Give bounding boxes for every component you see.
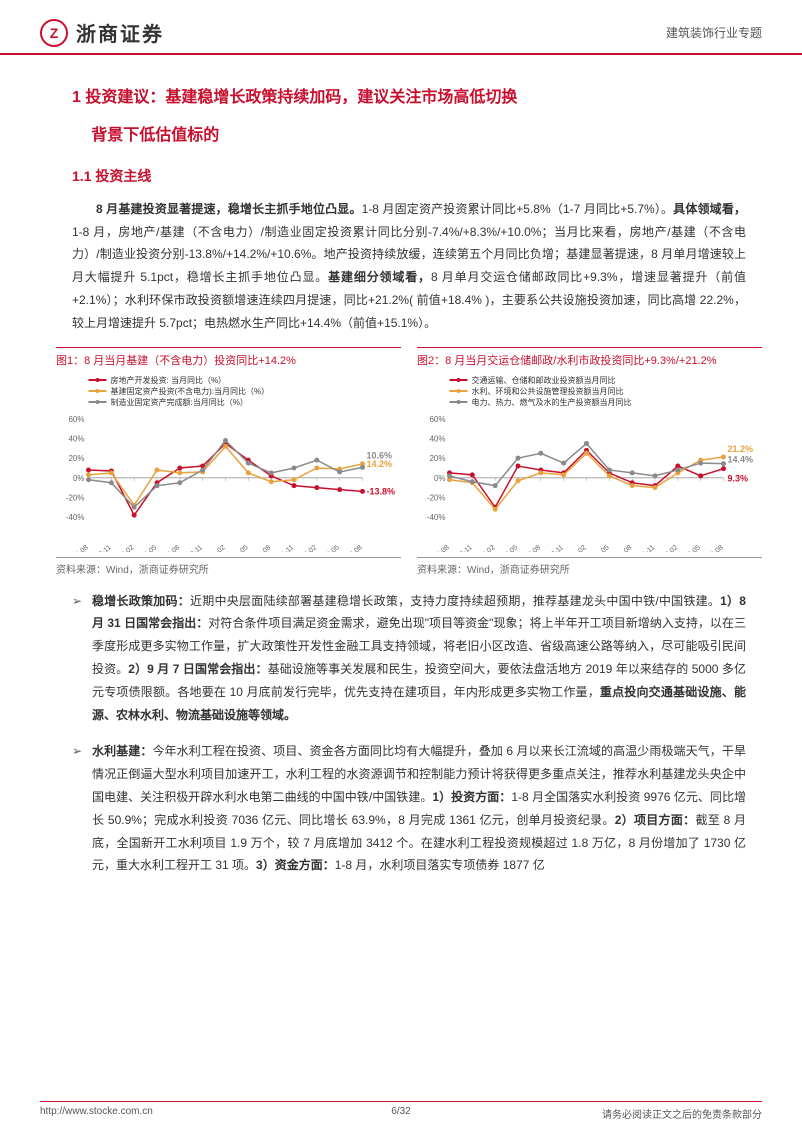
company-name: 浙商证券 [76, 18, 164, 47]
svg-text:2022-02: 2022-02 [655, 544, 679, 552]
svg-text:21.2%: 21.2% [728, 444, 754, 454]
svg-text:水利、环境和公共设施管理投资额当月同比: 水利、环境和公共设施管理投资额当月同比 [472, 386, 624, 396]
svg-text:20%: 20% [68, 454, 84, 463]
chart-1: 房地产开发投资: 当月同比（%）基建固定资产投资(不含电力):当月同比（%）制造… [56, 372, 401, 552]
svg-text:2022-08: 2022-08 [701, 544, 725, 552]
chart-1-box: 图1：8 月当月基建（不含电力）投资同比+14.2% 房地产开发投资: 当月同比… [56, 347, 401, 576]
page-number: 6/32 [391, 1106, 410, 1117]
svg-text:2022-08: 2022-08 [340, 544, 364, 552]
svg-text:14.4%: 14.4% [728, 454, 754, 464]
svg-text:2019-08: 2019-08 [66, 544, 90, 552]
report-topic: 建筑装饰行业专题 [666, 24, 762, 41]
b2-b2: 1）投资方面： [432, 790, 511, 804]
footer-disclaimer: 请务必阅读正文之后的免责条款部分 [602, 1106, 762, 1121]
para1-b2: 具体领域看， [673, 202, 746, 216]
chart-2-source: 资料来源：Wind，浙商证券研究所 [417, 557, 762, 576]
b2-lead: 水利基建： [92, 744, 152, 758]
b2-b3: 2）项目方面： [615, 813, 696, 827]
svg-text:2020-08: 2020-08 [518, 544, 542, 552]
page-footer: http://www.stocke.com.cn 6/32 请务必阅读正文之后的… [40, 1101, 762, 1121]
svg-text:-20%: -20% [66, 493, 85, 502]
chart-2-title: 图2：8 月当月交运仓储邮政/水利市政投资同比+9.3%/+21.2% [417, 347, 762, 368]
svg-text:2022-05: 2022-05 [317, 544, 341, 552]
b1-lead: 稳增长政策加码： [92, 594, 190, 608]
svg-text:2021-05: 2021-05 [586, 544, 610, 552]
para1-lead: 8 月基建投资显著提速，稳增长主抓手地位凸显。 [96, 202, 362, 216]
svg-text:-20%: -20% [427, 493, 446, 502]
svg-text:电力、热力、燃气及水的生产投资额当月同比: 电力、热力、燃气及水的生产投资额当月同比 [472, 397, 632, 407]
svg-text:2021-08: 2021-08 [609, 544, 633, 552]
svg-text:2020-11: 2020-11 [541, 544, 565, 552]
bullet-1: 稳增长政策加码：近期中央层面陆续部署基建稳增长政策，支持力度持续超预期，推荐基建… [72, 590, 746, 727]
svg-text:基建固定资产投资(不含电力):当月同比（%）: 基建固定资产投资(不含电力):当月同比（%） [111, 386, 270, 396]
svg-text:2019-08: 2019-08 [427, 544, 451, 552]
svg-text:40%: 40% [429, 434, 445, 443]
svg-text:10.6%: 10.6% [367, 450, 393, 460]
svg-text:40%: 40% [68, 434, 84, 443]
svg-text:2021-11: 2021-11 [272, 544, 296, 552]
svg-text:2019-11: 2019-11 [450, 544, 474, 552]
chart-2-box: 图2：8 月当月交运仓储邮政/水利市政投资同比+9.3%/+21.2% 交通运输… [417, 347, 762, 576]
chart-1-title: 图1：8 月当月基建（不含电力）投资同比+14.2% [56, 347, 401, 368]
svg-text:2020-11: 2020-11 [180, 544, 204, 552]
subsection-number: 1.1 [72, 168, 91, 184]
svg-text:2020-08: 2020-08 [157, 544, 181, 552]
svg-text:2022-02: 2022-02 [294, 544, 318, 552]
svg-text:2022-05: 2022-05 [678, 544, 702, 552]
logo-icon: Z [40, 19, 68, 47]
svg-text:2020-02: 2020-02 [111, 544, 135, 552]
svg-text:9.3%: 9.3% [728, 473, 749, 483]
para1-t1: 1-8 月固定资产投资累计同比+5.8%（1-7 月同比+5.7%）。 [362, 202, 674, 216]
svg-text:0%: 0% [73, 473, 85, 482]
svg-text:0%: 0% [434, 473, 446, 482]
svg-text:20%: 20% [429, 454, 445, 463]
b2-b4: 3）资金方面： [256, 858, 335, 872]
section-number: 1 [72, 89, 81, 106]
chart-2: 交通运输、仓储和邮政业投资额当月同比水利、环境和公共设施管理投资额当月同比电力、… [417, 372, 762, 552]
svg-text:2019-11: 2019-11 [89, 544, 113, 552]
section-1-1-heading: 1.1 投资主线 [72, 166, 746, 186]
svg-text:2020-02: 2020-02 [472, 544, 496, 552]
section-1-heading-l2: 背景下低估值标的 [72, 117, 746, 155]
svg-text:2021-08: 2021-08 [248, 544, 272, 552]
bullet-2: 水利基建：今年水利工程在投资、项目、资金各方面同比均有大幅提升，叠加 6 月以来… [72, 740, 746, 877]
page-content: 1 投资建议：基建稳增长政策持续加码，建议关注市场高低切换 背景下低估值标的 1… [0, 55, 802, 887]
svg-text:60%: 60% [68, 414, 84, 423]
section-1-heading: 1 投资建议：基建稳增长政策持续加码，建议关注市场高低切换 [72, 79, 746, 117]
section-title-l1: 投资建议：基建稳增长政策持续加码，建议关注市场高低切换 [85, 89, 517, 106]
svg-text:2020-05: 2020-05 [134, 544, 158, 552]
b1-b3: 2）9 月 7 日国常会指出： [128, 662, 267, 676]
svg-text:2021-02: 2021-02 [203, 544, 227, 552]
para1-b3: 基建细分领域看， [328, 270, 431, 284]
svg-text:60%: 60% [429, 414, 445, 423]
chart-row: 图1：8 月当月基建（不含电力）投资同比+14.2% 房地产开发投资: 当月同比… [56, 347, 762, 576]
svg-text:制造业固定资产完成额:当月同比（%）: 制造业固定资产完成额:当月同比（%） [111, 397, 248, 407]
svg-text:-13.8%: -13.8% [367, 486, 396, 496]
subsection-title: 投资主线 [95, 168, 151, 184]
svg-text:交通运输、仓储和邮政业投资额当月同比: 交通运输、仓储和邮政业投资额当月同比 [472, 375, 616, 385]
svg-text:-40%: -40% [427, 513, 446, 522]
b1-t1: 近期中央层面陆续部署基建稳增长政策，支持力度持续超预期，推荐基建龙头中国中铁/中… [190, 594, 720, 608]
svg-text:-40%: -40% [66, 513, 85, 522]
b2-t4: 1-8 月，水利项目落实专项债券 1877 亿 [335, 858, 545, 872]
paragraph-1: 8 月基建投资显著提速，稳增长主抓手地位凸显。1-8 月固定资产投资累计同比+5… [72, 198, 746, 335]
svg-text:2020-05: 2020-05 [495, 544, 519, 552]
svg-text:2021-02: 2021-02 [564, 544, 588, 552]
company-logo: Z 浙商证券 [40, 18, 164, 47]
svg-text:房地产开发投资: 当月同比（%）: 房地产开发投资: 当月同比（%） [111, 375, 227, 385]
footer-url: http://www.stocke.com.cn [40, 1106, 153, 1121]
svg-text:2021-11: 2021-11 [633, 544, 657, 552]
svg-text:2021-05: 2021-05 [225, 544, 249, 552]
page-header: Z 浙商证券 建筑装饰行业专题 [0, 0, 802, 55]
chart-1-source: 资料来源：Wind，浙商证券研究所 [56, 557, 401, 576]
